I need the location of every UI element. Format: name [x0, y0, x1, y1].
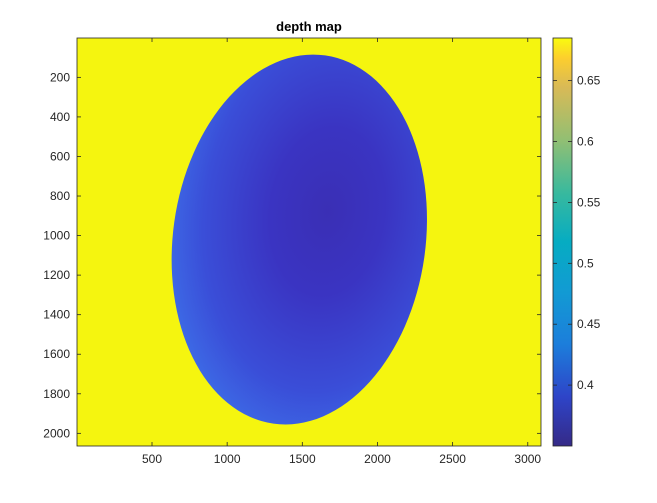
x-tick-label: 1500 [289, 452, 316, 466]
x-axis: 500 1000 1500 2000 2500 3000 [142, 38, 541, 466]
y-tick-label: 400 [50, 110, 70, 124]
chart-title: depth map [276, 19, 342, 34]
colorbar-tick-label: 0.6 [577, 135, 594, 149]
x-tick-label: 2000 [364, 452, 391, 466]
y-tick-label: 1200 [43, 268, 70, 282]
y-axis: 200 400 600 800 1000 1200 1400 1600 1800 2000 [43, 70, 541, 440]
colorbar-frame [552, 37, 573, 447]
y-tick-label: 1400 [43, 308, 70, 322]
colorbar-scale [553, 38, 572, 446]
y-tick-label: 2000 [43, 426, 70, 440]
depth-object [171, 54, 427, 425]
colorbar-tick-label: 0.5 [577, 256, 594, 270]
x-tick-label: 1000 [214, 452, 241, 466]
x-tick-label: 2500 [439, 452, 466, 466]
y-tick-label: 600 [50, 149, 70, 163]
x-tick-label: 3000 [514, 452, 541, 466]
y-tick-label: 200 [50, 70, 70, 84]
colorbar-tick-label: 0.4 [577, 378, 594, 392]
colorbar-ticks: 0.4 0.45 0.5 0.55 0.6 0.65 [553, 74, 601, 392]
colorbar-tick-label: 0.45 [577, 317, 601, 331]
x-tick-label: 500 [142, 452, 162, 466]
y-tick-label: 1600 [43, 347, 70, 361]
axes-frame [76, 37, 542, 447]
y-tick-label: 800 [50, 189, 70, 203]
colorbar: 0.4 0.45 0.5 0.55 0.6 0.65 [552, 37, 601, 447]
axes: 500 1000 1500 2000 2500 3000 200 400 600 800 1000… [43, 19, 541, 466]
colorbar-tick-label: 0.65 [577, 74, 601, 88]
y-tick-label: 1000 [43, 229, 70, 243]
y-tick-label: 1800 [43, 387, 70, 401]
colorbar-tick-label: 0.55 [577, 195, 601, 209]
